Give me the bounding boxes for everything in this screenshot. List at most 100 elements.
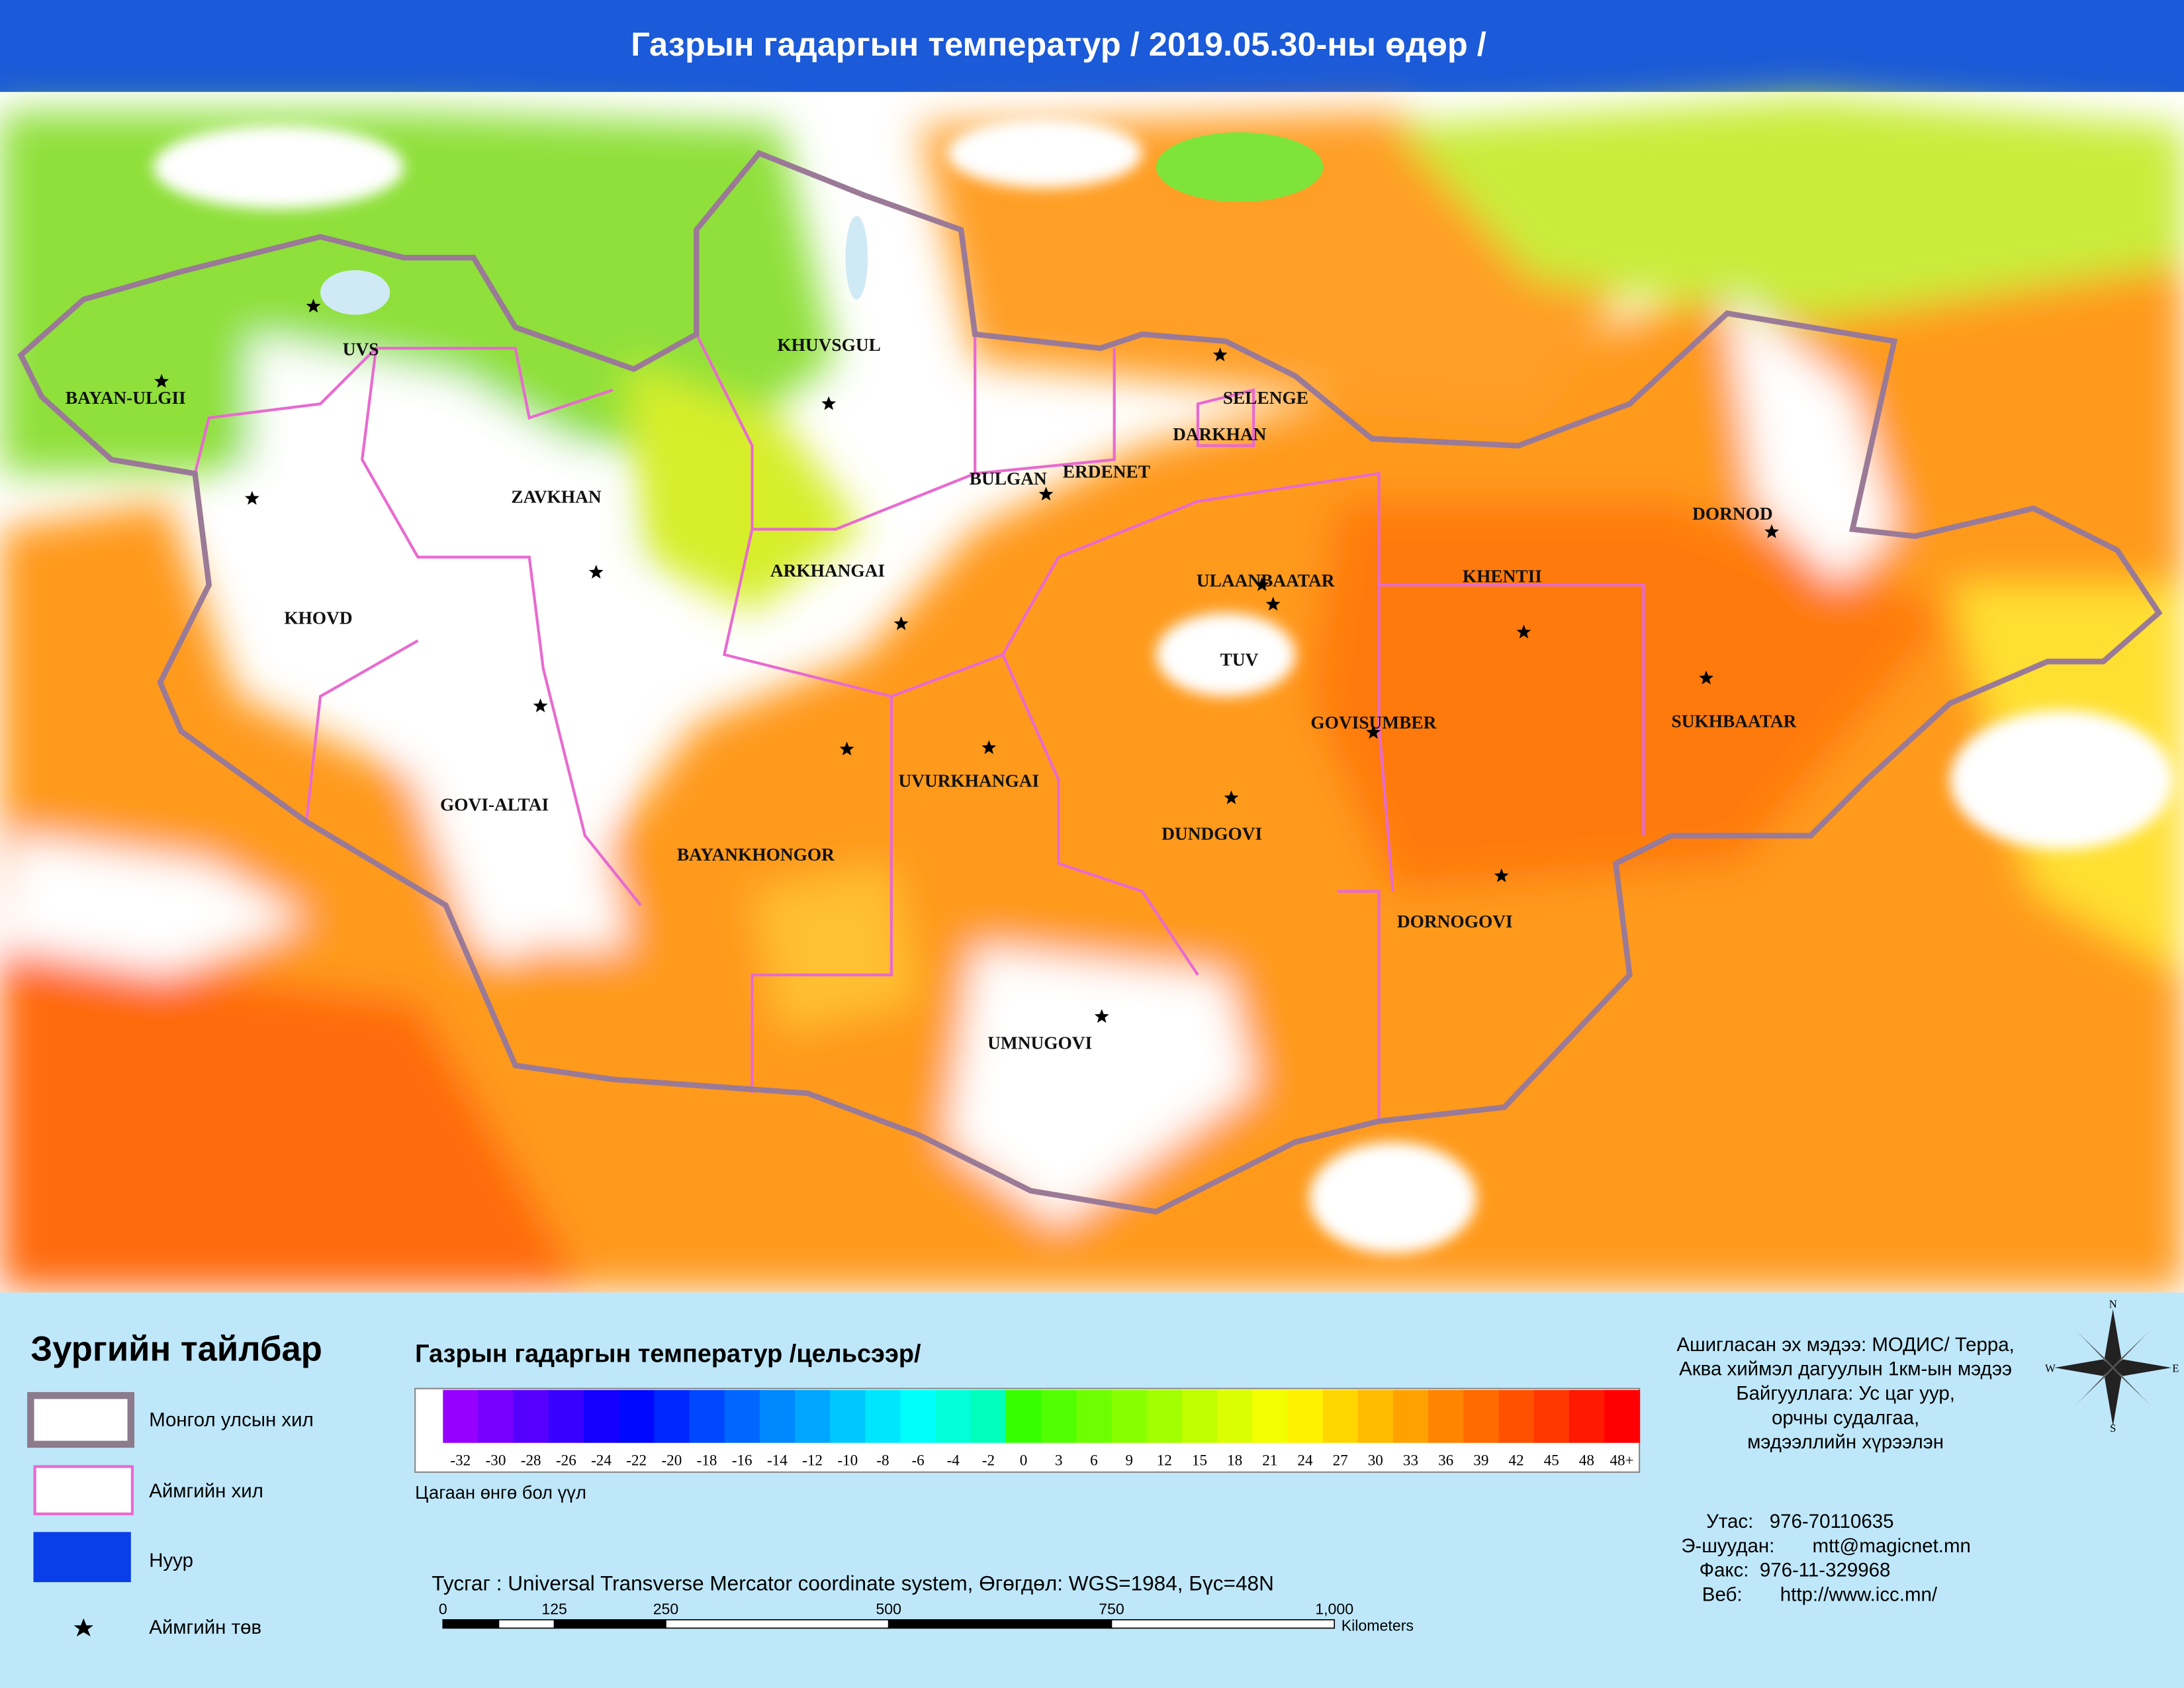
scale-tick-label: 125	[541, 1600, 567, 1617]
color-swatch	[794, 1389, 831, 1443]
province-label: GOVI-ALTAI	[440, 795, 549, 815]
color-swatch	[1041, 1389, 1077, 1443]
colorbar-tick-label: 30	[1368, 1452, 1383, 1469]
colorbar-tick-label: 6	[1090, 1452, 1098, 1469]
color-swatch	[478, 1389, 514, 1443]
province-label: ERDENET	[1063, 462, 1150, 482]
color-swatch	[900, 1389, 936, 1443]
color-swatch	[935, 1389, 972, 1443]
color-swatch	[619, 1389, 655, 1443]
color-swatch	[513, 1389, 549, 1443]
compass-letter: S	[2110, 1422, 2116, 1434]
province-label: UVS	[343, 340, 379, 359]
province-center	[1764, 524, 1779, 538]
province-label: UVURKHANGAI	[898, 771, 1039, 791]
color-swatch	[583, 1389, 620, 1443]
colorbar-tick-label: 15	[1192, 1452, 1207, 1469]
color-swatch	[1076, 1389, 1113, 1443]
colorbar-tick-label: -22	[626, 1452, 647, 1469]
scale-tick-label: 0	[439, 1600, 447, 1617]
province-borders	[193, 334, 1645, 1121]
province-center	[1366, 725, 1381, 739]
color-swatch	[1463, 1389, 1500, 1443]
lake-area	[1156, 132, 1324, 203]
scale-segment	[498, 1619, 555, 1629]
info-line: Аква хиймэл дагуулын 1км-ын мэдээ	[1679, 1358, 2012, 1380]
province-center	[1224, 790, 1239, 804]
colorbar-tick-label: -18	[697, 1452, 717, 1469]
colorbar-note: Цагаан өнгө бол үүл	[415, 1482, 586, 1503]
province-center	[839, 741, 854, 756]
colorbar-tick-label: 3	[1055, 1452, 1063, 1469]
contact-line: Утас: 976-70110635	[1706, 1511, 1893, 1532]
info-line: мэдээллийн хүрээлэн	[1747, 1431, 1944, 1453]
province-center	[306, 299, 321, 313]
colorbar-tick-label: -30	[486, 1452, 506, 1469]
province-center	[1212, 347, 1228, 361]
province-center	[1699, 671, 1714, 684]
colorbar-tick-label: 18	[1227, 1452, 1242, 1469]
color-swatch	[1252, 1389, 1289, 1443]
legend-heading: Зургийн тайлбар	[30, 1330, 322, 1369]
colorbar-tick-label: 12	[1157, 1452, 1172, 1469]
colorbar-tick-label: 42	[1508, 1452, 1524, 1469]
scale-segment	[665, 1619, 889, 1629]
legend-swatch	[33, 1465, 134, 1516]
colorbar-tick-label: -8	[876, 1452, 889, 1469]
color-swatch	[1146, 1389, 1183, 1443]
color-swatch	[1217, 1389, 1253, 1443]
colorbar-tick-label: 21	[1262, 1452, 1277, 1469]
color-swatch	[1569, 1389, 1605, 1443]
province-center	[1494, 868, 1509, 882]
province-center	[981, 740, 997, 755]
scale-tick-label: 750	[1099, 1600, 1124, 1617]
province-center	[1038, 487, 1054, 501]
province-label: TUV	[1220, 650, 1259, 670]
color-swatch	[1428, 1389, 1465, 1443]
province-label: ULAANBAATAR	[1197, 571, 1335, 590]
colorbar-tick-label: 9	[1125, 1452, 1133, 1469]
color-swatch	[1006, 1389, 1042, 1443]
colorbar-tick-label: -2	[982, 1452, 995, 1469]
scale-segment	[442, 1619, 500, 1629]
province-label: DORNOD	[1692, 504, 1773, 524]
colorbar-tick-label: 33	[1403, 1452, 1418, 1469]
lake	[845, 216, 868, 300]
lake	[320, 270, 390, 315]
color-swatch	[865, 1389, 901, 1443]
province-label: KHUVSGUL	[777, 335, 881, 355]
province-label: ARKHANGAI	[770, 561, 885, 581]
contact-line: Факс: 976-11-329968	[1700, 1560, 1891, 1581]
colorbar-tick-label: 39	[1473, 1452, 1488, 1469]
colorbar-tick-label: -14	[767, 1452, 788, 1469]
province-center	[893, 616, 909, 630]
scale-tick-label: 1,000	[1315, 1600, 1353, 1617]
province-label: DUNDGOVI	[1161, 824, 1262, 844]
color-swatch	[1357, 1389, 1394, 1443]
legend-item: Нуур	[149, 1550, 193, 1571]
province-label: UMNUGOVI	[987, 1033, 1092, 1053]
colorbar-tick-label: 36	[1438, 1452, 1453, 1469]
info-line: Ашигласан эх мэдээ: МОДИС/ Терра,	[1676, 1334, 2015, 1356]
color-swatch	[1181, 1389, 1218, 1443]
colorbar-title: Газрын гадаргын температур /цельсээр/	[415, 1340, 921, 1368]
colorbar-tick-label: 0	[1020, 1452, 1028, 1469]
compass-letter: E	[2172, 1362, 2179, 1374]
contact-line: Веб: http://www.icc.mn/	[1702, 1584, 1938, 1606]
province-center	[1094, 1009, 1109, 1023]
province-label: SUKHBAATAR	[1672, 711, 1797, 731]
color-swatch	[1533, 1389, 1570, 1443]
legend-swatch	[33, 1532, 131, 1583]
province-center	[1254, 577, 1269, 591]
colorbar-tick-label: -4	[947, 1452, 960, 1469]
province-label: SELENGE	[1223, 388, 1308, 408]
title-bar	[0, 0, 2184, 92]
province-center	[533, 698, 548, 712]
country-border	[17, 150, 2163, 1215]
colorbar-tick-label: -10	[837, 1452, 858, 1469]
compass-letter: W	[2045, 1362, 2056, 1374]
color-swatch	[1498, 1389, 1535, 1443]
info-line: Байгууллага: Ус цаг уур,	[1736, 1382, 1955, 1404]
color-swatch	[548, 1389, 585, 1443]
